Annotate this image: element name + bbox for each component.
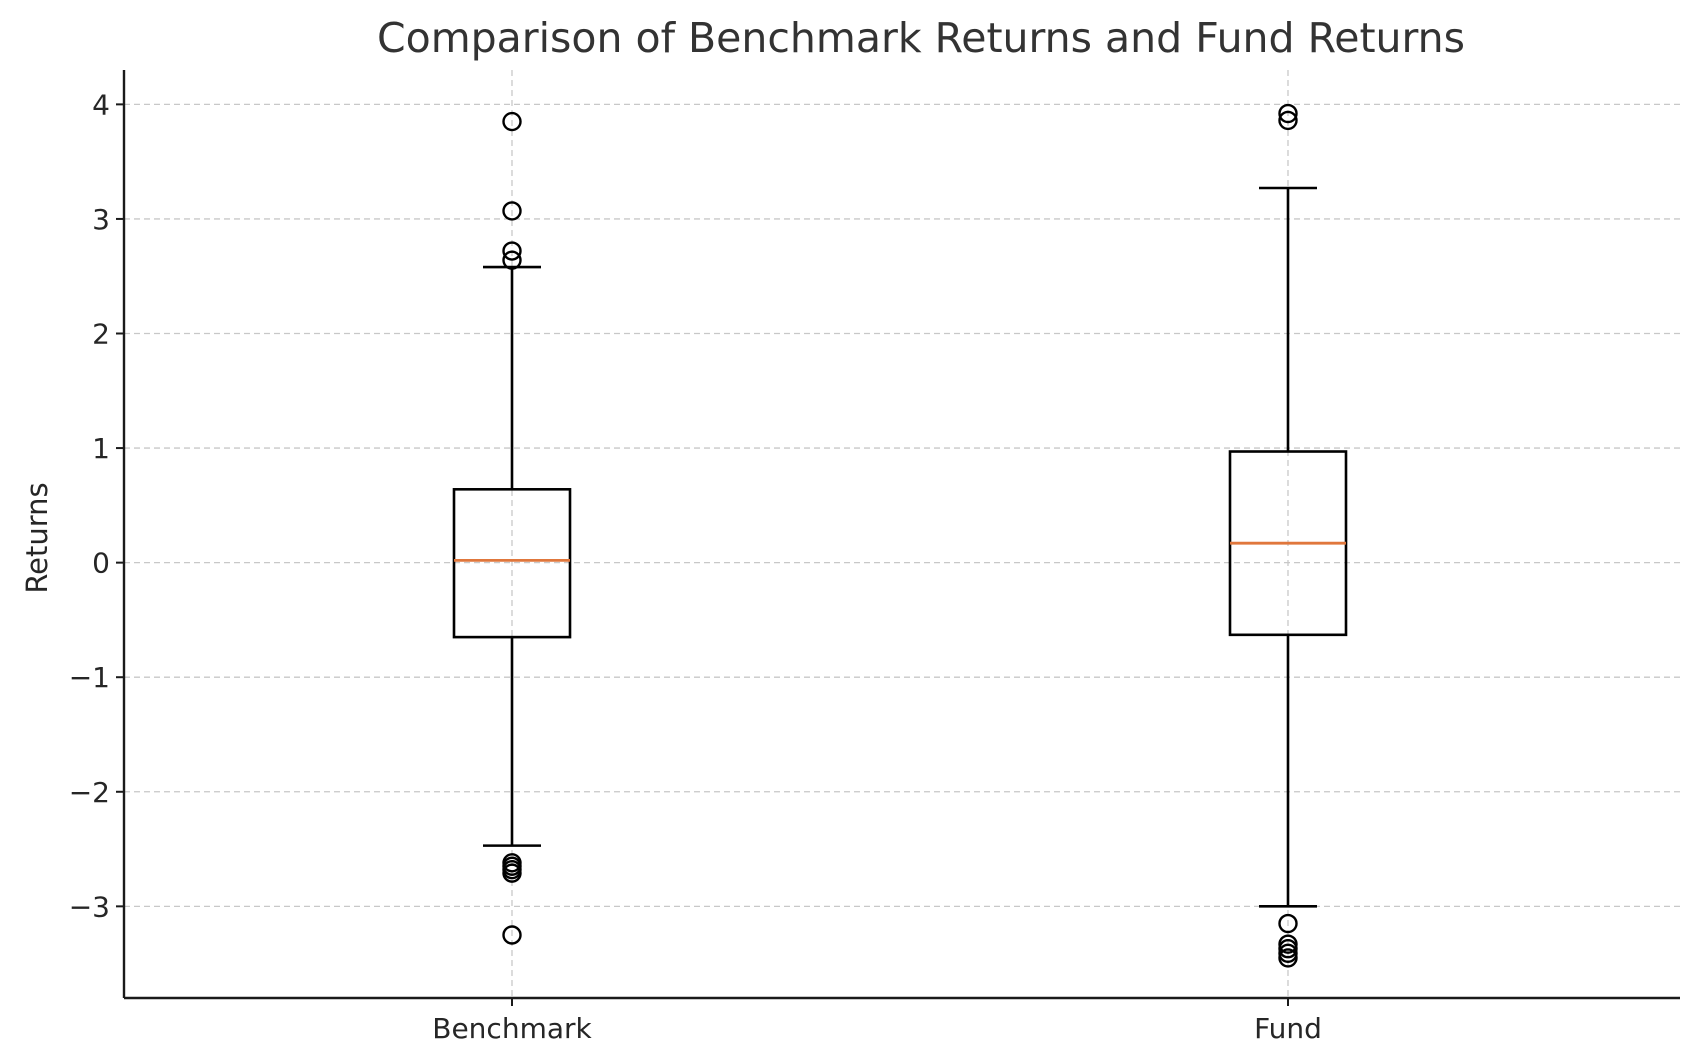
- box-group-benchmark: [452, 111, 572, 945]
- outlier-point: [502, 250, 522, 270]
- x-tick-label: Fund: [1254, 1012, 1322, 1045]
- y-tick-label: 2: [92, 318, 110, 351]
- y-tick-label: 3: [92, 203, 110, 236]
- outlier-point: [502, 111, 522, 132]
- y-tick-label: −1: [69, 661, 110, 694]
- outlier-point: [1278, 948, 1298, 968]
- x-tick-label: Benchmark: [432, 1012, 592, 1045]
- chart-title: Comparison of Benchmark Returns and Fund…: [377, 14, 1465, 62]
- outlier-point: [502, 241, 522, 261]
- tick-layer: −3 −2 −1 0 1 2 3 4 Benchmark Fund: [69, 88, 1322, 1045]
- box-group-fund: [1228, 103, 1348, 968]
- y-tick-label: 4: [92, 88, 110, 121]
- outlier-point: [1278, 110, 1298, 131]
- y-tick-label: −2: [69, 776, 110, 809]
- y-axis-label: Returns: [20, 482, 54, 593]
- outlier-point: [1278, 913, 1298, 934]
- axis-layer: [122, 70, 1680, 1000]
- y-tick-label: −3: [69, 890, 110, 923]
- iqr-box: [452, 488, 572, 639]
- box-layer: [452, 103, 1348, 968]
- outlier-point: [502, 925, 522, 945]
- outlier-point: [502, 863, 522, 883]
- y-tick-label: 1: [92, 432, 110, 465]
- grid-layer: [124, 70, 1680, 998]
- outlier-point: [502, 201, 522, 221]
- outlier-point: [1278, 103, 1298, 124]
- y-tick-label: 0: [92, 547, 110, 580]
